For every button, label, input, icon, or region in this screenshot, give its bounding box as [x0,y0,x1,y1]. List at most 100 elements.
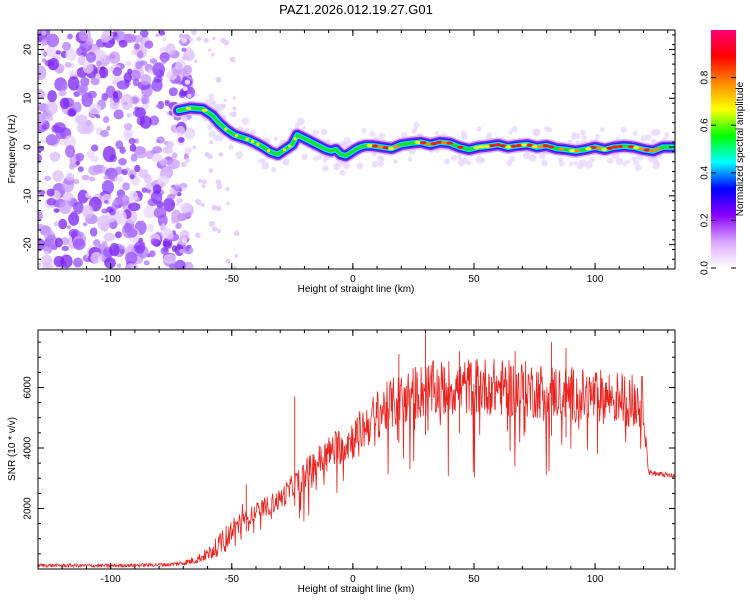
trace-hotspot [425,142,432,146]
snr-xlabel: Height of straight line (km) [298,584,415,595]
noise-blob [45,115,54,122]
noise-blob [59,200,72,215]
trace-halo-dot [466,160,472,166]
noise-dot [191,130,195,134]
trace-hotspot [409,141,416,145]
trace-hotspot [473,146,480,150]
noise-blob [175,201,180,207]
noise-blob [126,113,132,118]
trace-halo-dot [531,128,540,136]
trace-halo-dot [444,158,449,164]
colorbar-tick-label: 0.4 [700,165,711,179]
noise-blob [61,245,69,252]
noise-blob [68,70,77,77]
noise-blob [171,209,182,223]
noise-blob [100,130,110,138]
trace-hotspot [574,149,581,153]
noise-blob [87,90,97,99]
noise-blob [135,61,143,70]
noise-blob [65,48,77,62]
trace-hotspot [553,146,560,151]
noise-blob [164,230,174,240]
noise-blob [61,82,68,91]
spectrogram-ylabel: Frequency (Hz) [7,115,18,184]
colorbar-tick-label: 0.2 [700,213,711,227]
noise-blob [116,263,122,269]
trace-hotspot [250,139,255,144]
noise-blob [55,50,62,55]
noise-blob [158,30,166,36]
trace-hotspot [256,142,260,146]
figure-title: PAZ1.2026.012.19.27.G01 [279,2,433,17]
noise-blob [139,30,149,38]
noise-blob [73,179,80,185]
noise-blob [169,188,175,195]
noise-blob [163,197,176,212]
noise-blob [69,163,75,170]
noise-blob [103,116,110,124]
snr-ylabel: SNR (10 * v/v) [7,417,18,481]
noise-blob [41,58,47,63]
noise-blob [45,45,57,58]
trace-hotspot [478,145,485,149]
trace-hotspot [196,107,203,111]
trace-halo-dot [640,135,647,142]
trace-halo-dot [400,131,408,139]
trace-halo-dot [301,125,306,131]
noise-blob [70,211,78,221]
trace-halo-dot [625,159,631,164]
spectrogram-trace [171,101,675,163]
noise-blob [118,158,127,166]
trace-halo-dot [522,151,531,160]
trace-hotspot [293,137,297,141]
noise-blob [129,69,141,82]
noise-dot [223,98,227,102]
noise-dot [234,253,239,258]
trace-halo-dot [480,157,486,163]
noise-blob [167,193,176,200]
noise-blob [46,33,60,48]
noise-blob [59,139,67,146]
noise-dot [220,37,227,44]
trace-halo-dot [615,157,624,166]
colorbar-label: Normalized spectral amplitude [735,81,746,216]
noise-blob [174,259,186,269]
trace-hotspot [277,151,281,156]
colorbar-tick-label: 0.6 [700,118,711,132]
noise-blob [132,78,140,87]
trace-hotspot [387,146,395,151]
trace-halo-dot [407,156,413,162]
noise-dot [232,106,237,111]
noise-blob [132,109,143,118]
noise-dot [215,205,222,212]
trace-hotspot [585,147,592,151]
trace-hotspot [435,140,443,145]
trace-halo-dot [241,117,250,125]
noise-blob [113,109,124,120]
noise-blob [67,33,73,40]
noise-blob [40,139,46,144]
noise-dot [189,38,194,42]
trace-hotspot [382,146,390,150]
snr-frame [37,329,676,570]
noise-blob [112,91,119,99]
trace-halo-dot [653,129,661,136]
trace-halo-dot [634,164,642,171]
trace-halo-dot [451,154,457,161]
trace-halo-dot [207,124,213,130]
noise-blob [164,101,170,107]
colorbar-tick-label: 0.0 [700,261,711,275]
noise-dot [195,199,201,205]
trace-hotspot [627,145,635,149]
spectrogram-frame [37,29,676,270]
noise-blob [46,188,55,197]
trace-hotspot [595,146,603,150]
noise-dot [200,202,205,208]
trace-halo-dot [377,160,385,167]
trace-halo-dot [208,130,216,138]
noise-blob [156,136,165,144]
noise-blob [116,194,130,207]
colorbar: 0.0 0.2 0.4 0.6 0.8 Normalized spectral ampl… [700,30,746,275]
noise-blob [134,43,140,50]
trace-halo-dot [356,162,364,169]
